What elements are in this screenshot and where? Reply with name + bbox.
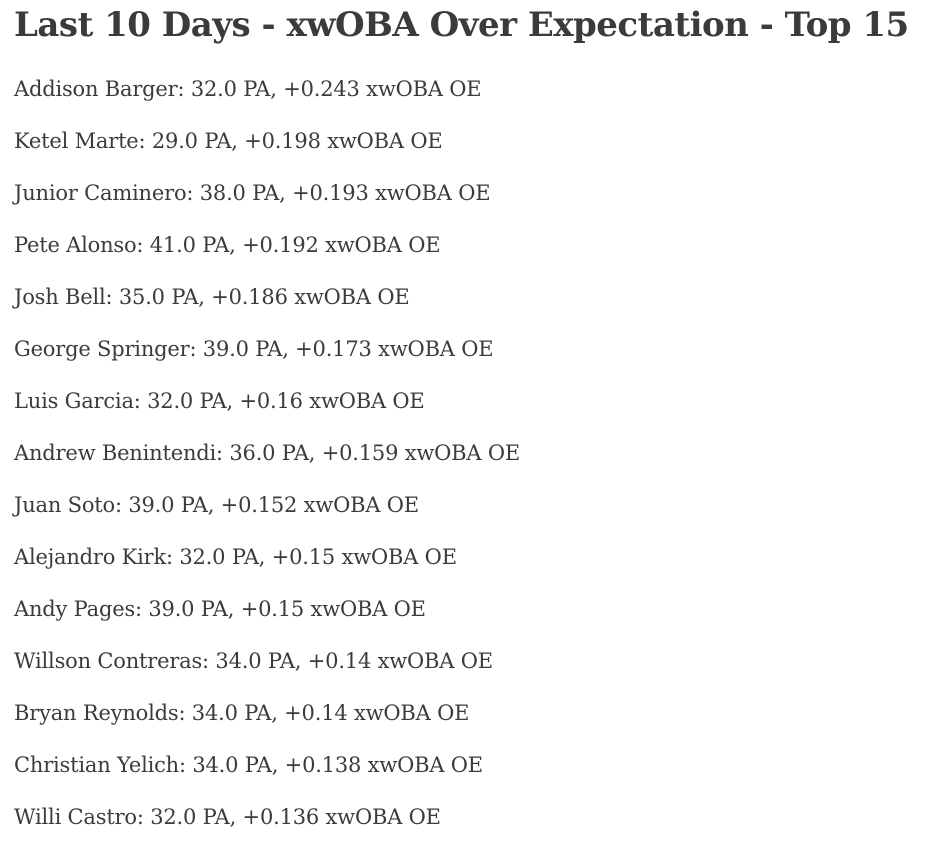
page-title: Last 10 Days - xwOBA Over Expectation - … xyxy=(14,5,909,45)
player-stat-line: Andrew Benintendi: 36.0 PA, +0.159 xwOBA… xyxy=(14,441,520,465)
player-stat-line: Ketel Marte: 29.0 PA, +0.198 xwOBA OE xyxy=(14,129,443,153)
player-stat-line: Josh Bell: 35.0 PA, +0.186 xwOBA OE xyxy=(14,285,410,309)
player-stat-line: Christian Yelich: 34.0 PA, +0.138 xwOBA … xyxy=(14,753,483,777)
player-stat-line: Willson Contreras: 34.0 PA, +0.14 xwOBA … xyxy=(14,649,493,673)
player-stat-line: Addison Barger: 32.0 PA, +0.243 xwOBA OE xyxy=(14,77,482,101)
player-stat-line: Alejandro Kirk: 32.0 PA, +0.15 xwOBA OE xyxy=(14,545,457,569)
player-stat-line: Juan Soto: 39.0 PA, +0.152 xwOBA OE xyxy=(14,493,419,517)
player-stat-line: Bryan Reynolds: 34.0 PA, +0.14 xwOBA OE xyxy=(14,701,470,725)
player-stat-line: George Springer: 39.0 PA, +0.173 xwOBA O… xyxy=(14,337,494,361)
player-stat-list: Addison Barger: 32.0 PA, +0.243 xwOBA OE… xyxy=(14,76,938,830)
player-stat-line: Andy Pages: 39.0 PA, +0.15 xwOBA OE xyxy=(14,597,426,621)
player-stat-line: Luis Garcia: 32.0 PA, +0.16 xwOBA OE xyxy=(14,389,425,413)
player-stat-line: Pete Alonso: 41.0 PA, +0.192 xwOBA OE xyxy=(14,233,441,257)
player-stat-line: Willi Castro: 32.0 PA, +0.136 xwOBA OE xyxy=(14,805,441,829)
player-stat-line: Junior Caminero: 38.0 PA, +0.193 xwOBA O… xyxy=(14,181,491,205)
